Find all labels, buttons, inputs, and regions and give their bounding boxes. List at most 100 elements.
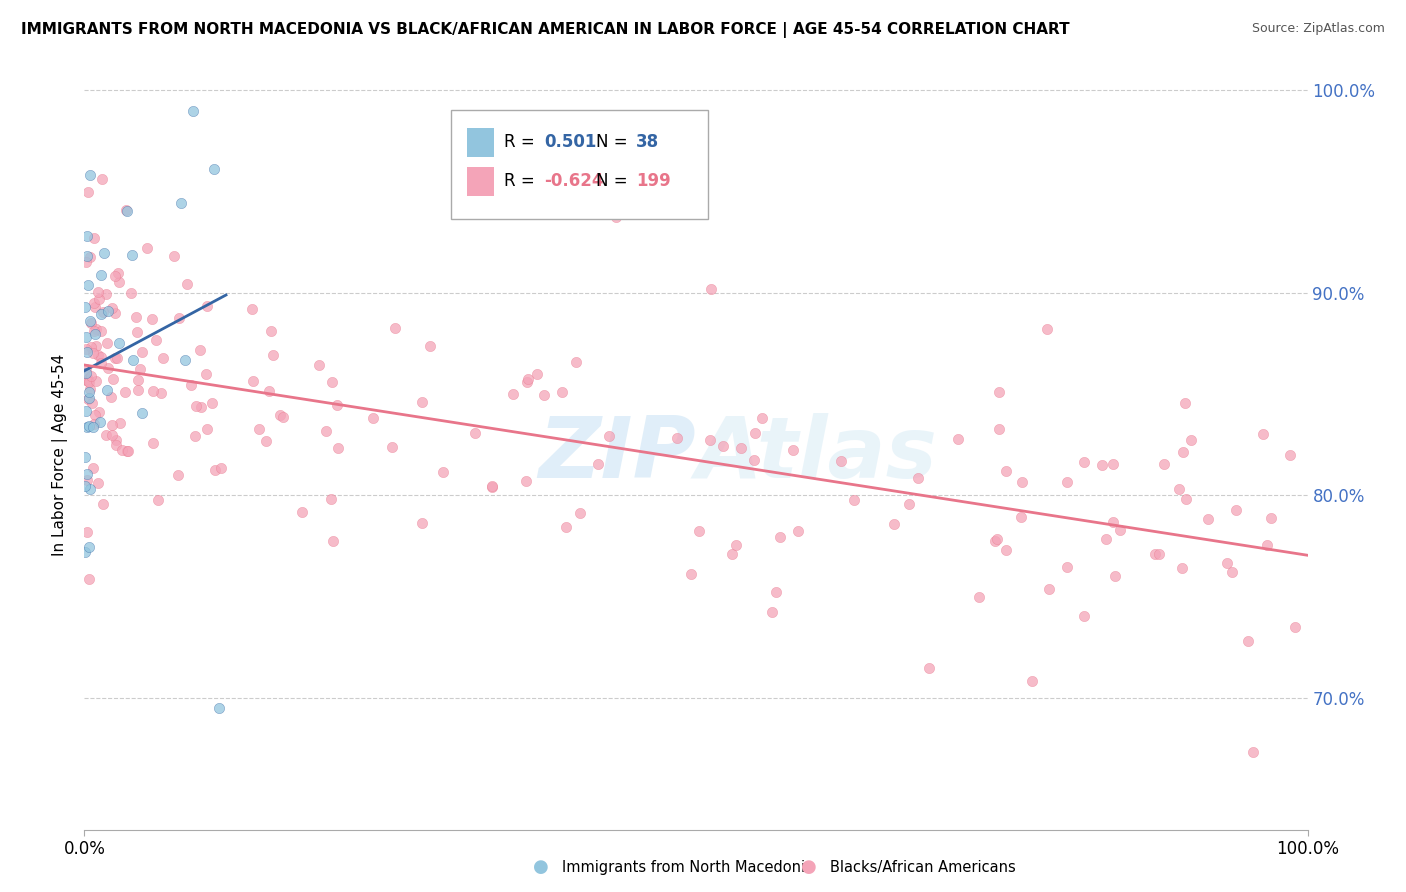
Point [77,540,100,554]
Point [315,424,337,438]
Point [184,428,207,442]
Point [82,395,104,409]
Point [104,306,127,320]
Point [1035,322,1057,336]
Point [141,384,163,399]
Point [730,441,752,455]
Point [128,362,150,376]
Point [115,443,138,458]
Point [108,417,131,431]
Point [765,585,787,599]
Point [987,384,1010,399]
Point [83,417,105,431]
Point [1174,395,1197,409]
Point [761,605,783,619]
Point [842,492,865,507]
Point [986,532,1008,546]
Point [76,473,98,487]
Point [120,286,142,301]
Text: IMMIGRANTS FROM NORTH MACEDONIA VS BLACK/AFRICAN AMERICAN IN LABOR FORCE | AGE 4: IMMIGRANTS FROM NORTH MACEDONIA VS BLACK… [21,22,1070,38]
Point [107,275,129,289]
Point [75,254,97,268]
Point [79,250,101,264]
Point [201,396,224,410]
Point [84,375,107,389]
Point [104,268,127,283]
Text: -0.624: -0.624 [544,172,603,190]
Point [598,429,620,443]
Point [1095,533,1118,547]
Point [464,425,486,440]
Point [141,312,163,326]
Point [75,330,97,344]
Point [87,348,110,362]
Point [1102,457,1125,471]
Point [554,520,576,534]
Point [148,492,170,507]
Point [308,359,330,373]
Point [1216,556,1239,570]
Point [260,325,283,339]
Point [769,530,792,544]
Point [1197,512,1219,526]
Point [73,450,96,464]
Point [101,428,124,442]
Point [605,210,627,224]
Point [75,366,97,380]
Point [176,277,198,292]
Point [84,322,107,336]
Point [115,203,138,218]
Point [90,268,112,282]
Point [77,375,100,389]
Text: R =: R = [503,134,540,152]
Text: Blacks/African Americans: Blacks/African Americans [830,860,1015,874]
Point [96,428,118,442]
Point [170,196,193,211]
Point [94,286,117,301]
Text: ZIP: ZIP [538,413,696,497]
Point [87,405,110,419]
Point [419,339,441,353]
Point [83,408,105,422]
Point [711,439,734,453]
Point [1251,427,1274,442]
Point [202,161,225,176]
Point [83,300,105,314]
Point [321,376,343,390]
Point [1011,475,1033,489]
Point [533,388,555,402]
Point [100,390,122,404]
Point [1167,482,1189,496]
Text: 199: 199 [636,172,671,190]
Point [79,382,101,396]
Point [76,344,98,359]
Point [82,461,104,475]
Point [1104,569,1126,583]
Text: Immigrants from North Macedonia: Immigrants from North Macedonia [562,860,814,874]
Point [1021,674,1043,689]
Point [1236,634,1258,648]
Point [918,661,941,675]
Point [1010,510,1032,524]
Text: N =: N = [596,134,633,152]
Point [744,426,766,441]
Point [105,351,128,366]
Point [75,342,97,356]
Point [107,266,129,280]
Point [97,304,120,318]
Point [80,340,103,354]
Point [87,475,110,490]
Point [80,369,103,384]
Point [80,316,103,330]
Y-axis label: In Labor Force | Age 45-54: In Labor Force | Age 45-54 [52,354,69,556]
Point [108,335,131,350]
Point [90,350,112,364]
Text: ●: ● [533,858,550,876]
Point [125,310,148,325]
Point [326,441,349,455]
Point [516,372,538,386]
Point [242,374,264,388]
Point [145,333,167,347]
Point [291,505,314,519]
Point [136,241,159,255]
